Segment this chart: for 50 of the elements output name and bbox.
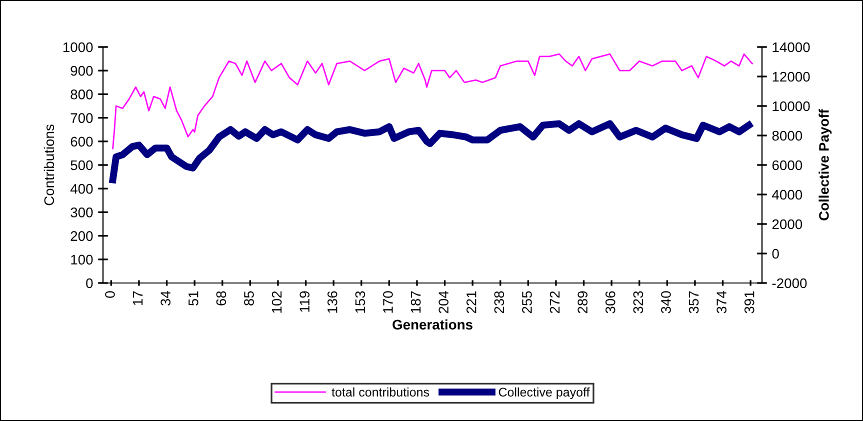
legend-label: Collective payoff (498, 387, 590, 400)
x-tick-label: 51 (188, 291, 198, 306)
x-tick-label: 136 (327, 291, 338, 313)
y-tick-label: 900 (70, 66, 93, 76)
x-tick-label: 204 (438, 291, 448, 314)
x-tick-label: 272 (550, 291, 560, 314)
y2-tick-label: 2000 (772, 219, 802, 230)
y-axis-title: Contributions (44, 124, 54, 206)
line-series (112, 53, 753, 150)
x-tick-label: 119 (300, 291, 310, 312)
x-tick-label: 357 (688, 291, 699, 314)
x-tick-label: 323 (633, 291, 644, 314)
y2-tick-label: 12000 (772, 72, 810, 82)
y2-axis-title: Collective Payoff (818, 109, 832, 220)
x-tick-label: 17 (133, 291, 143, 306)
x-tick-label: 289 (578, 291, 588, 314)
y2-tick-label: 0 (772, 248, 779, 259)
y-tick-label: 0 (86, 278, 93, 288)
x-axis-title: Generations (392, 319, 472, 330)
x-tick-label: 391 (744, 291, 754, 314)
x-tick-label: 340 (661, 291, 671, 314)
y2-tick-label: 10000 (772, 101, 810, 112)
x-tick-label: 34 (160, 291, 171, 306)
x-tick-label: 153 (355, 291, 366, 313)
y-tick-label: 100 (71, 254, 93, 265)
x-tick-label: 187 (410, 291, 421, 313)
x-tick-label: 170 (383, 291, 393, 313)
y2-tick-label: -2000 (772, 278, 807, 288)
y2-tick-label: 14000 (772, 42, 810, 52)
x-tick-label: 374 (716, 291, 726, 314)
x-tick-label: 85 (244, 291, 254, 306)
x-tick-label: 221 (466, 291, 476, 314)
x-tick-label: 0 (105, 291, 115, 298)
x-tick-label: 238 (494, 291, 504, 314)
legend-label: total contributions (332, 387, 430, 397)
y-tick-label: 400 (70, 184, 93, 194)
x-tick-label: 255 (522, 291, 532, 314)
y-tick-label: 1000 (63, 42, 93, 52)
y-tick-label: 500 (70, 160, 93, 170)
y2-tick-label: 6000 (772, 160, 802, 170)
y-tick-label: 300 (70, 208, 93, 218)
y-tick-label: 800 (70, 90, 93, 100)
y-tick-label: 700 (70, 113, 93, 123)
x-tick-label: 306 (605, 291, 616, 314)
x-tick-label: 102 (272, 291, 282, 313)
y-tick-label: 200 (70, 231, 93, 241)
x-tick-label: 68 (216, 291, 226, 306)
y2-tick-label: 8000 (772, 130, 802, 141)
y-tick-label: 600 (70, 136, 93, 147)
y2-tick-label: 4000 (772, 190, 802, 200)
